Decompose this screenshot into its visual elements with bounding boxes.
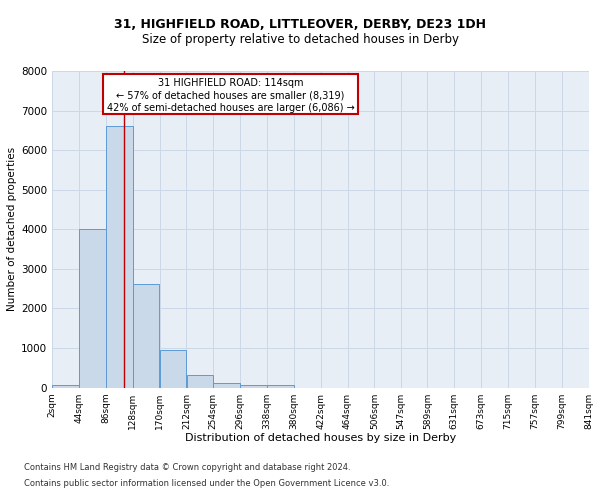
Bar: [106, 126, 133, 388]
Bar: [52, 385, 79, 388]
Bar: [160, 350, 186, 388]
Bar: [133, 284, 160, 388]
Bar: [240, 385, 267, 388]
Text: Contains HM Land Registry data © Crown copyright and database right 2024.: Contains HM Land Registry data © Crown c…: [24, 464, 350, 472]
Bar: [267, 386, 293, 388]
Text: 42% of semi-detached houses are larger (6,086) →: 42% of semi-detached houses are larger (…: [107, 103, 355, 113]
Bar: [214, 384, 240, 388]
Bar: [187, 374, 213, 388]
Text: Contains public sector information licensed under the Open Government Licence v3: Contains public sector information licen…: [24, 478, 389, 488]
Bar: [79, 230, 106, 388]
FancyBboxPatch shape: [103, 74, 358, 114]
X-axis label: Distribution of detached houses by size in Derby: Distribution of detached houses by size …: [185, 433, 456, 443]
Text: 31 HIGHFIELD ROAD: 114sqm: 31 HIGHFIELD ROAD: 114sqm: [158, 78, 303, 88]
Y-axis label: Number of detached properties: Number of detached properties: [7, 147, 17, 312]
Text: 31, HIGHFIELD ROAD, LITTLEOVER, DERBY, DE23 1DH: 31, HIGHFIELD ROAD, LITTLEOVER, DERBY, D…: [114, 18, 486, 30]
Text: ← 57% of detached houses are smaller (8,319): ← 57% of detached houses are smaller (8,…: [116, 91, 344, 101]
Text: Size of property relative to detached houses in Derby: Size of property relative to detached ho…: [142, 32, 458, 46]
